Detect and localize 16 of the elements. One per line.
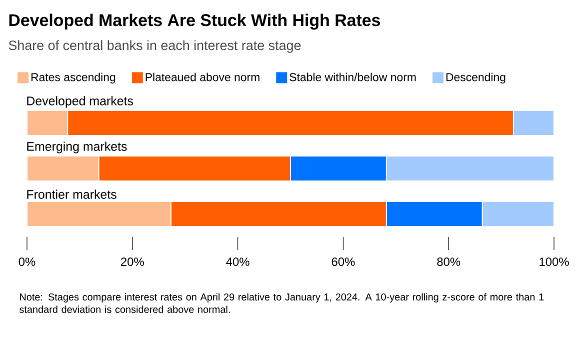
y-tick-label: Emerging markets [27,142,127,154]
text: Note: Stages compare interest rates on April 29 relative to January 1, 2024. A 10-year rolling z-score of more than 1 standard deviation is considered above normal. [19,293,544,313]
legend-label: Descending [446,72,506,84]
y-tick-label: Frontier markets [27,190,116,199]
x-tick-label: 40% [226,258,250,266]
chart-title: Developed Markets Are Stuck With High Rates [9,14,380,30]
chart-subtitle: Share of central banks in each interest rate stage [8,40,301,53]
x-tick-label: 0% [18,258,36,266]
x-tick-label: 20% [121,258,144,266]
legend-label: Rates ascending [31,72,116,84]
x-tick-label: 100% [540,258,569,266]
legend-label: Stable within/below norm [290,72,416,82]
x-tick-label: 80% [437,258,460,266]
x-tick-label: 60% [332,258,355,266]
legend-label: Plateaued above norm [146,72,260,82]
y-tick-label: Developed markets [27,96,134,108]
